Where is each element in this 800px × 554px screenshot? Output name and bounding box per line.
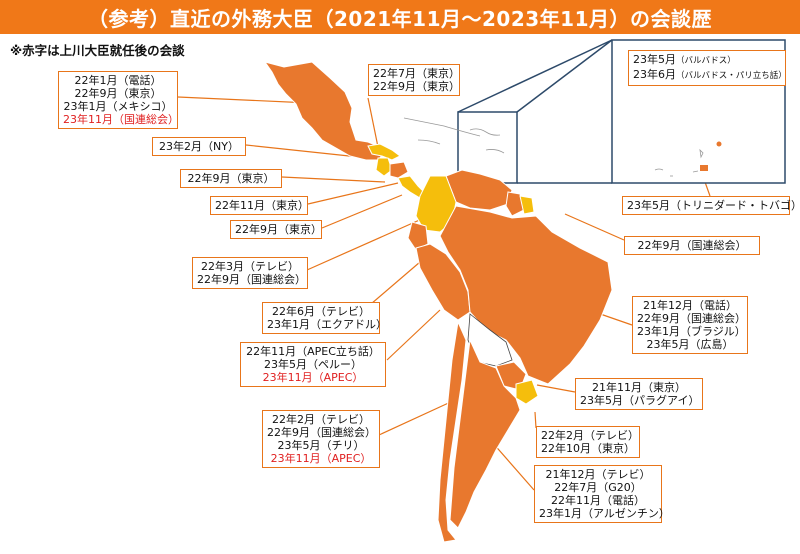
chile-shape (437, 320, 467, 543)
title-bar: （参考）直近の外務大臣（2021年11月～2023年11月）の会談歴 (0, 0, 800, 34)
label-honduras: 22年11月（東京） (210, 196, 309, 215)
colombia-shape (415, 175, 457, 233)
argentina-shape (449, 338, 521, 529)
label-chile: 22年2月（テレビ） 22年9月（国連総会） 23年5月（チリ） 23年11月（APE… (262, 410, 380, 468)
label-ny: 23年2月（NY） (152, 137, 246, 156)
label-paraguay: 21年11月（東京） 23年5月（パラグアイ） (575, 378, 703, 410)
label-colombia: 22年3月（テレビ） 22年9月（国連総会） (192, 257, 308, 289)
label-trinidad: 23年5月（トリニダード・トバゴ） (622, 196, 800, 215)
legend-note: ※赤字は上川大臣就任後の会談 (10, 43, 185, 58)
label-cuba: 22年7月（東京） 22年9月（東京） (368, 64, 460, 96)
page-title: （参考）直近の外務大臣（2021年11月～2023年11月）の会談歴 (88, 6, 712, 31)
label-ecuador: 22年6月（テレビ） 23年1月（エクアドル） (262, 302, 387, 334)
label-peru: 22年11月（APEC立ち話） 23年5月（ペルー） 23年11月（APEC） (240, 342, 386, 387)
label-guatemala: 22年9月（東京） (180, 169, 282, 188)
brazil-shape (439, 205, 613, 385)
cuba-shape (367, 143, 401, 161)
leader-lines (177, 40, 711, 491)
label-uruguay: 22年2月（テレビ） 22年10月（東京） (536, 426, 640, 458)
suriname-shape (519, 195, 535, 215)
inset-islands (469, 128, 704, 177)
mexico-shape (263, 61, 386, 161)
label-brazil: 21年12月（電話） 22年9月（国連総会） 23年1月（ブラジル） 23年5月（広島… (632, 296, 748, 354)
label-costarica: 22年9月（東京） (230, 220, 322, 239)
label-mexico: 22年1月（電話） 22年9月（東京） 23年1月（メキシコ） 23年11月（国連総会… (58, 71, 179, 129)
uruguay-shape (515, 379, 539, 405)
guyana-shape (505, 191, 525, 217)
barbados-dot (716, 141, 722, 147)
guatemala-shape (375, 157, 393, 177)
trinidad-marker (700, 165, 708, 171)
label-suriname: 22年9月（国連総会） (624, 236, 760, 255)
label-argentina: 21年12月（テレビ） 22年7月（G20） 22年11月（電話） 23年1月（アルゼ… (534, 465, 670, 523)
label-barbados: 23年5月（バルバドス） 23年6月（バルバドス・パリ立ち話） (628, 50, 787, 86)
honduras-shape (389, 161, 409, 179)
caribbean-coast (403, 117, 481, 145)
